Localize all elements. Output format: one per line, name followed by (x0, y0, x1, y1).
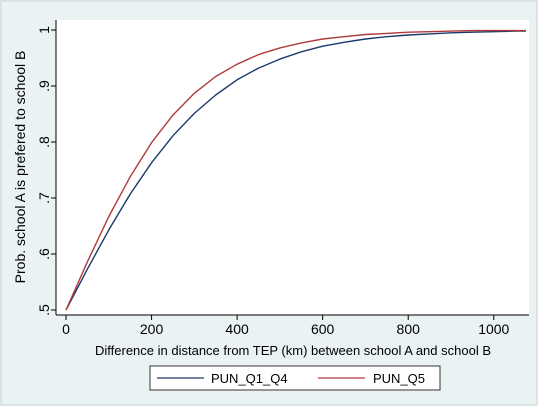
legend: PUN_Q1_Q4 PUN_Q5 (149, 365, 441, 391)
x-tick-label: 200 (140, 321, 164, 337)
plot-area (56, 20, 529, 315)
series-line-pun-q1-q4 (65, 30, 526, 311)
legend-label-pun-q1-q4: PUN_Q1_Q4 (211, 371, 288, 386)
x-tick-label: 600 (311, 321, 335, 337)
series-lines (65, 29, 526, 311)
x-tick-label: 1000 (478, 321, 509, 337)
legend-label-pun-q5: PUN_Q5 (373, 371, 425, 386)
y-axis-label: Prob. school A is prefered to school B (12, 51, 28, 284)
x-tick-label: 800 (397, 321, 421, 337)
y-tick-label: .8 (36, 136, 52, 148)
x-axis-label: Difference in distance from TEP (km) bet… (95, 343, 491, 358)
axes: .5 .6 .7 .8 .9 1 0 200 400 600 800 1000 (36, 20, 529, 337)
y-tick-label: .7 (36, 192, 52, 204)
series-line-pun-q5 (65, 29, 526, 311)
y-tick-label: .6 (36, 248, 52, 260)
y-tick-label: 1 (36, 26, 52, 34)
y-tick-label: .5 (36, 304, 52, 316)
x-tick-label: 400 (225, 321, 249, 337)
x-tick-label: 0 (62, 321, 70, 337)
y-tick-label: .9 (36, 80, 52, 92)
